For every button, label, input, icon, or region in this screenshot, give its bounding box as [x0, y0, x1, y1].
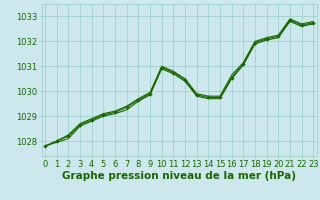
X-axis label: Graphe pression niveau de la mer (hPa): Graphe pression niveau de la mer (hPa) — [62, 171, 296, 181]
